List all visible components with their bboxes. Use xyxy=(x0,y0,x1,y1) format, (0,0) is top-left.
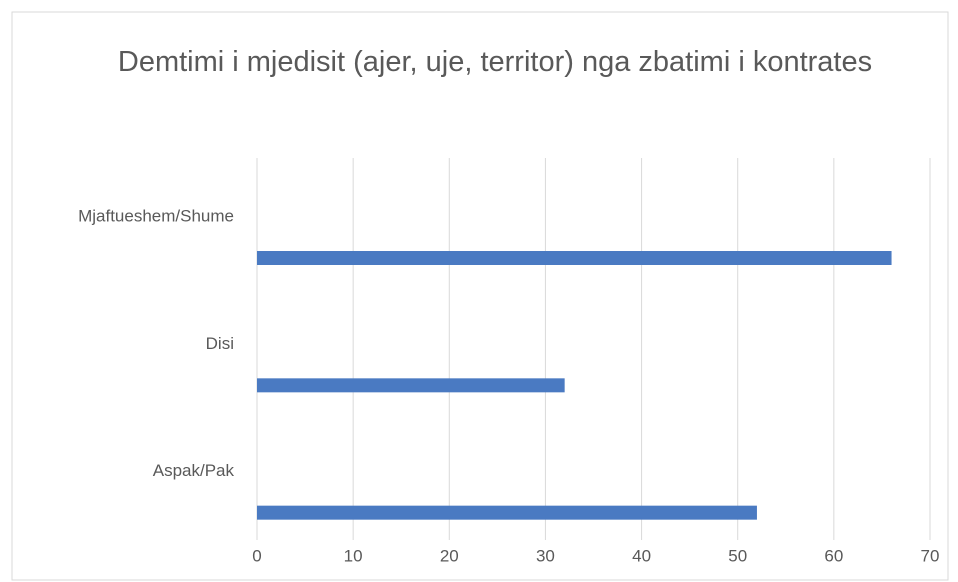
x-tick-label: 40 xyxy=(632,546,651,565)
chart-title: Demtimi i mjedisit (ajer, uje, territor)… xyxy=(117,46,873,78)
chart-border xyxy=(11,11,949,581)
x-tick-label: 20 xyxy=(440,546,459,565)
bar xyxy=(257,505,757,520)
x-tick-label: 70 xyxy=(921,546,940,565)
y-tick-label: Mjaftueshem/Shume xyxy=(78,206,234,225)
x-tick-label: 50 xyxy=(728,546,747,565)
x-tick-label: 60 xyxy=(824,546,843,565)
y-tick-label: Aspak/Pak xyxy=(153,461,235,480)
x-tick-label: 10 xyxy=(344,546,363,565)
y-tick-label: Disi xyxy=(206,334,234,353)
x-tick-label: 30 xyxy=(536,546,555,565)
bar xyxy=(257,378,565,393)
x-tick-label: 0 xyxy=(252,546,261,565)
bar xyxy=(257,251,892,265)
